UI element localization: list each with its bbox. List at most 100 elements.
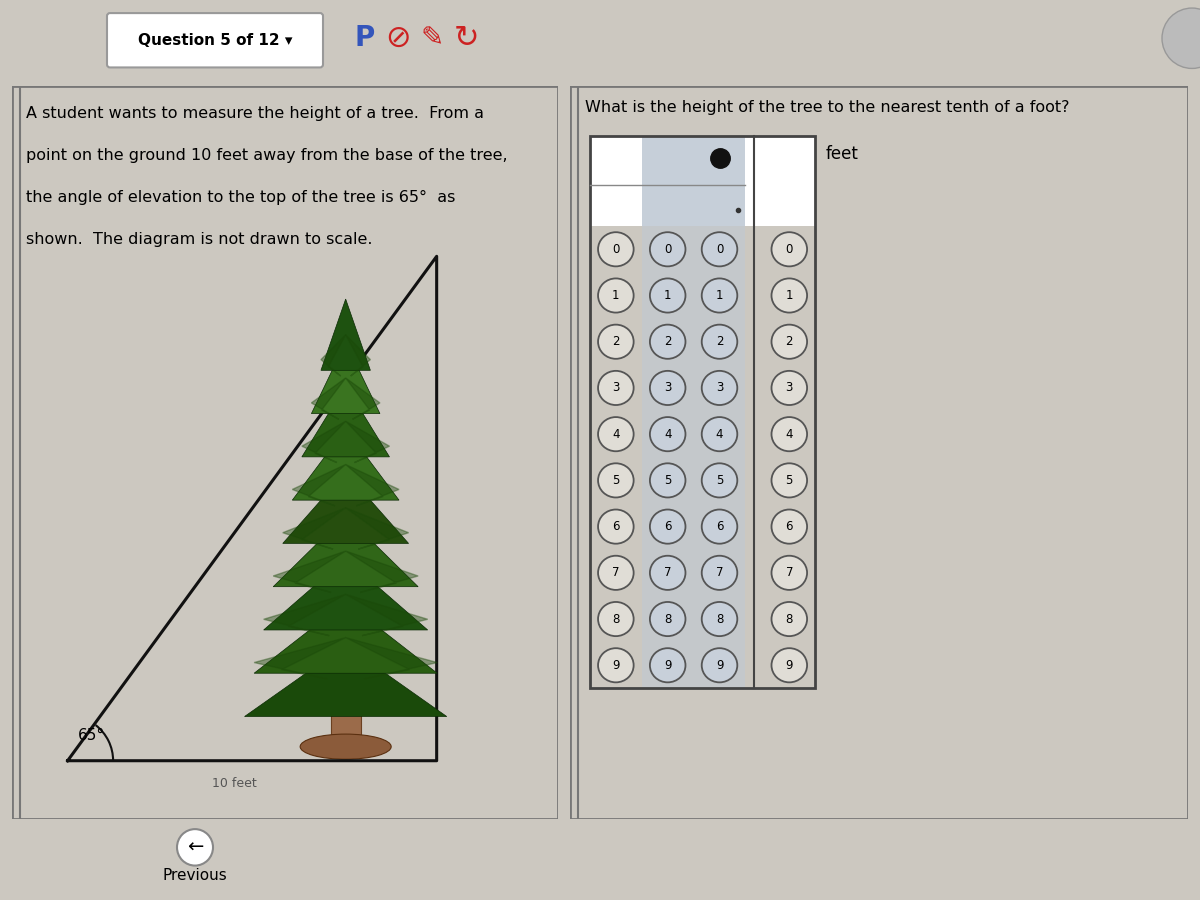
Text: 9: 9 (786, 659, 793, 671)
Bar (694, 136, 745, 226)
Ellipse shape (598, 232, 634, 266)
Ellipse shape (702, 371, 737, 405)
Polygon shape (346, 594, 427, 635)
Ellipse shape (650, 602, 685, 636)
Polygon shape (274, 551, 346, 592)
Bar (642, 226, 694, 688)
Text: 6: 6 (786, 520, 793, 533)
Polygon shape (346, 551, 418, 592)
Ellipse shape (772, 371, 808, 405)
Text: 7: 7 (715, 566, 724, 580)
Text: 1: 1 (664, 289, 672, 302)
Ellipse shape (772, 648, 808, 682)
Ellipse shape (772, 464, 808, 498)
Polygon shape (302, 385, 390, 457)
Ellipse shape (702, 232, 737, 266)
Text: ✎: ✎ (420, 24, 444, 52)
Bar (330, 712, 361, 757)
Ellipse shape (702, 602, 737, 636)
Polygon shape (346, 637, 437, 679)
Circle shape (1162, 8, 1200, 68)
Text: 8: 8 (786, 613, 793, 626)
Text: 6: 6 (664, 520, 672, 533)
Polygon shape (293, 429, 400, 500)
Text: the angle of elevation to the top of the tree is 65°  as: the angle of elevation to the top of the… (26, 190, 456, 205)
Text: 9: 9 (715, 659, 724, 671)
Text: 5: 5 (664, 474, 671, 487)
Text: 3: 3 (716, 382, 724, 394)
Ellipse shape (772, 602, 808, 636)
Text: 6: 6 (612, 520, 619, 533)
Ellipse shape (772, 509, 808, 544)
Ellipse shape (650, 371, 685, 405)
Ellipse shape (650, 648, 685, 682)
Ellipse shape (650, 232, 685, 266)
Ellipse shape (702, 509, 737, 544)
Text: 1: 1 (612, 289, 619, 302)
Bar (590, 136, 815, 688)
Ellipse shape (650, 509, 685, 544)
Ellipse shape (598, 371, 634, 405)
Text: 9: 9 (612, 659, 619, 671)
Polygon shape (312, 342, 380, 414)
Ellipse shape (702, 648, 737, 682)
Polygon shape (346, 508, 408, 549)
Polygon shape (274, 516, 418, 587)
Text: P: P (355, 24, 376, 52)
Polygon shape (320, 299, 371, 370)
Polygon shape (254, 602, 437, 673)
Bar (590, 136, 815, 226)
Text: 0: 0 (664, 243, 671, 256)
Polygon shape (283, 508, 346, 549)
Bar (694, 226, 745, 688)
Text: What is the height of the tree to the nearest tenth of a foot?: What is the height of the tree to the ne… (584, 100, 1069, 114)
Ellipse shape (598, 602, 634, 636)
Ellipse shape (598, 555, 634, 590)
Text: ↻: ↻ (454, 23, 479, 53)
Text: 2: 2 (612, 335, 619, 348)
Text: 1: 1 (715, 289, 724, 302)
Text: 1: 1 (786, 289, 793, 302)
Ellipse shape (598, 464, 634, 498)
Bar (642, 136, 694, 226)
Text: 3: 3 (612, 382, 619, 394)
Text: 8: 8 (612, 613, 619, 626)
Text: ⊘: ⊘ (385, 23, 410, 53)
Ellipse shape (598, 417, 634, 451)
Text: 8: 8 (716, 613, 724, 626)
Polygon shape (302, 421, 346, 463)
Text: 10 feet: 10 feet (212, 777, 257, 790)
Ellipse shape (598, 509, 634, 544)
Polygon shape (264, 559, 427, 630)
Text: 2: 2 (715, 335, 724, 348)
Text: 3: 3 (664, 382, 671, 394)
Text: feet: feet (826, 145, 858, 163)
Ellipse shape (598, 325, 634, 359)
Ellipse shape (772, 325, 808, 359)
Ellipse shape (772, 417, 808, 451)
Ellipse shape (650, 464, 685, 498)
Text: 4: 4 (664, 428, 672, 441)
Polygon shape (245, 645, 446, 716)
Polygon shape (312, 378, 346, 419)
Ellipse shape (650, 325, 685, 359)
Text: 4: 4 (715, 428, 724, 441)
Ellipse shape (702, 555, 737, 590)
Text: A student wants to measure the height of a tree.  From a: A student wants to measure the height of… (26, 105, 484, 121)
Text: ←: ← (187, 838, 203, 857)
Polygon shape (254, 637, 346, 679)
Text: 9: 9 (664, 659, 672, 671)
Text: 2: 2 (664, 335, 672, 348)
Ellipse shape (702, 278, 737, 312)
Text: 2: 2 (786, 335, 793, 348)
Text: 4: 4 (786, 428, 793, 441)
Ellipse shape (598, 278, 634, 312)
Text: 0: 0 (786, 243, 793, 256)
Ellipse shape (772, 278, 808, 312)
Polygon shape (320, 335, 346, 376)
Ellipse shape (702, 464, 737, 498)
Polygon shape (346, 378, 380, 419)
Polygon shape (293, 464, 346, 506)
Text: 4: 4 (612, 428, 619, 441)
Text: 65°: 65° (78, 727, 104, 742)
